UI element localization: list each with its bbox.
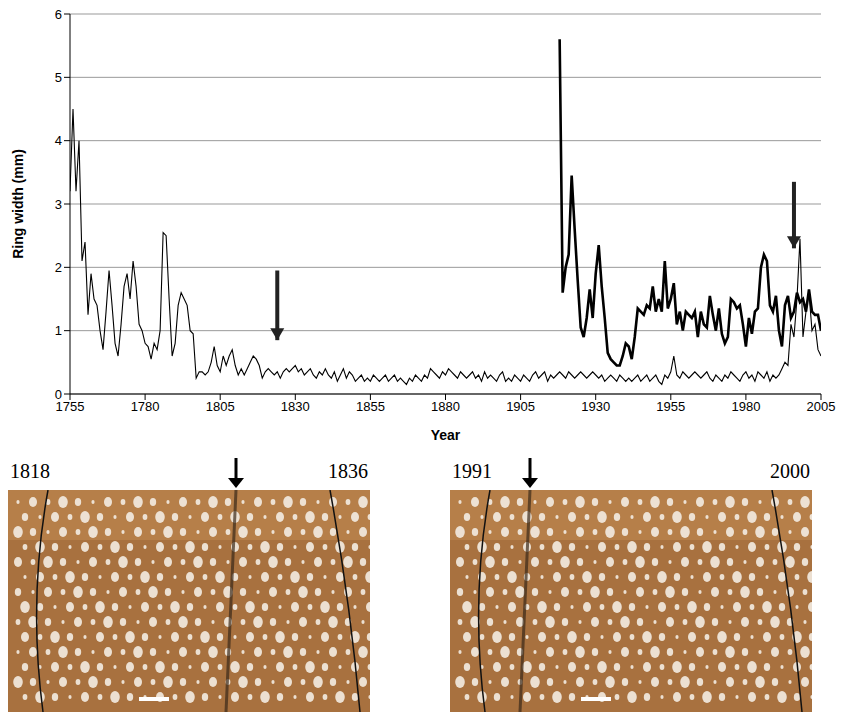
svg-text:1836: 1836 [328, 460, 368, 482]
svg-text:1830: 1830 [281, 399, 310, 414]
svg-text:4: 4 [55, 133, 62, 148]
svg-text:2000: 2000 [770, 460, 810, 482]
svg-text:0: 0 [55, 387, 62, 402]
svg-text:1855: 1855 [356, 399, 385, 414]
svg-text:1905: 1905 [506, 399, 535, 414]
svg-text:2005: 2005 [807, 399, 836, 414]
svg-text:1880: 1880 [431, 399, 460, 414]
svg-text:1818: 1818 [10, 460, 50, 482]
svg-text:1780: 1780 [131, 399, 160, 414]
svg-text:6: 6 [55, 7, 62, 22]
svg-text:Year: Year [431, 427, 461, 443]
svg-text:Ring width (mm): Ring width (mm) [10, 149, 26, 259]
svg-text:1755: 1755 [55, 399, 85, 415]
svg-text:1: 1 [55, 323, 62, 338]
svg-text:1930: 1930 [581, 399, 610, 414]
svg-text:1805: 1805 [206, 399, 235, 414]
svg-text:2: 2 [55, 260, 62, 275]
svg-text:1955: 1955 [656, 399, 685, 414]
svg-text:1991: 1991 [452, 460, 492, 482]
svg-text:1980: 1980 [731, 399, 760, 414]
svg-text:5: 5 [55, 70, 62, 85]
svg-text:3: 3 [55, 197, 62, 212]
